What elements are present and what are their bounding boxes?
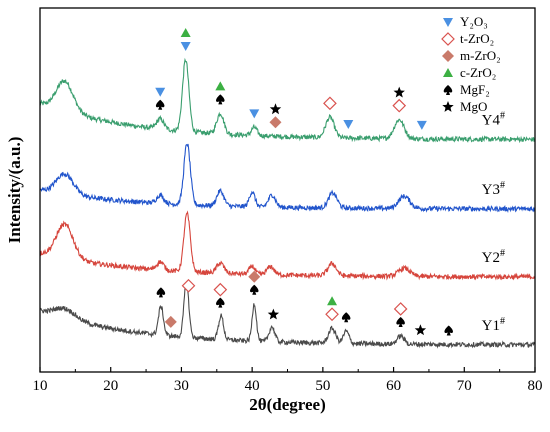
mgo-marker <box>267 308 280 320</box>
series-label: Y1# <box>482 316 505 334</box>
mgf2-marker <box>216 297 225 308</box>
mzro2-marker <box>248 270 261 283</box>
mgf2-marker <box>156 287 166 298</box>
y2o3-marker <box>416 120 427 130</box>
mgf2-marker <box>443 85 453 95</box>
tick-layer: 10 20 30 40 50 60 70 80 <box>33 367 543 394</box>
mgf2-marker <box>155 99 165 110</box>
mgo-marker <box>393 86 405 98</box>
czro2-marker <box>327 296 338 306</box>
y2o3-marker <box>443 18 453 27</box>
legend-label: Y₂O₃ <box>460 14 488 29</box>
legend-label: c-ZrO₂ <box>460 65 496 80</box>
mgo-marker <box>442 101 454 112</box>
y-axis-title: Intensity/(a.u.) <box>5 137 24 244</box>
x-tick-label: 20 <box>103 378 118 394</box>
mgf2-marker <box>216 94 225 105</box>
series-line-2 <box>39 143 536 213</box>
legend-label: MgF₂ <box>460 82 490 97</box>
mgf2-marker <box>444 325 453 336</box>
x-axis-title: 2θ(degree) <box>249 395 326 414</box>
series-line-3 <box>39 210 536 281</box>
x-tick-label: 40 <box>245 378 260 394</box>
series-label: Y2# <box>482 248 505 266</box>
tzro2-marker <box>213 282 228 297</box>
marker-layer <box>155 27 453 336</box>
y2o3-marker <box>180 41 191 51</box>
czro2-marker <box>443 68 453 77</box>
series-layer <box>39 57 536 349</box>
x-tick-label: 70 <box>457 378 472 394</box>
y2o3-marker <box>249 109 260 119</box>
x-tick-label: 30 <box>174 378 189 394</box>
mgo-marker <box>269 103 282 115</box>
series-label: Y4# <box>482 111 505 129</box>
legend: Y₂O₃ t-ZrO₂ m-ZrO₂ c-ZrO₂ MgF₂ MgO <box>441 14 501 114</box>
mgf2-marker <box>396 316 405 327</box>
tzro2-marker <box>323 96 337 111</box>
x-tick-label: 10 <box>33 378 48 394</box>
tzro2-marker <box>393 302 408 316</box>
tzro2-marker <box>325 307 339 322</box>
series-line-1 <box>39 57 536 144</box>
y2o3-marker <box>343 120 354 130</box>
mzro2-marker <box>164 315 177 328</box>
legend-label: MgO <box>460 99 487 114</box>
x-tick-label: 60 <box>386 378 401 394</box>
legend-label: t-ZrO₂ <box>460 31 494 46</box>
series-label: Y3# <box>482 180 505 198</box>
mgf2-marker <box>341 312 351 323</box>
mgo-marker <box>414 324 427 336</box>
x-tick-label: 50 <box>315 378 330 394</box>
czro2-marker <box>180 27 191 37</box>
tzro2-marker <box>181 278 196 293</box>
mzro2-marker <box>269 116 282 129</box>
legend-label: m-ZrO₂ <box>460 48 501 63</box>
x-tick-label: 80 <box>528 378 543 394</box>
series-line-4 <box>39 282 536 349</box>
label-layer: Y4# Y3# Y2# Y1# <box>482 111 505 334</box>
tzro2-marker <box>441 32 455 46</box>
tzro2-marker <box>392 98 407 113</box>
czro2-marker <box>215 81 226 91</box>
y2o3-marker <box>155 87 166 97</box>
mgf2-marker <box>250 284 259 295</box>
mzro2-marker <box>442 50 454 62</box>
